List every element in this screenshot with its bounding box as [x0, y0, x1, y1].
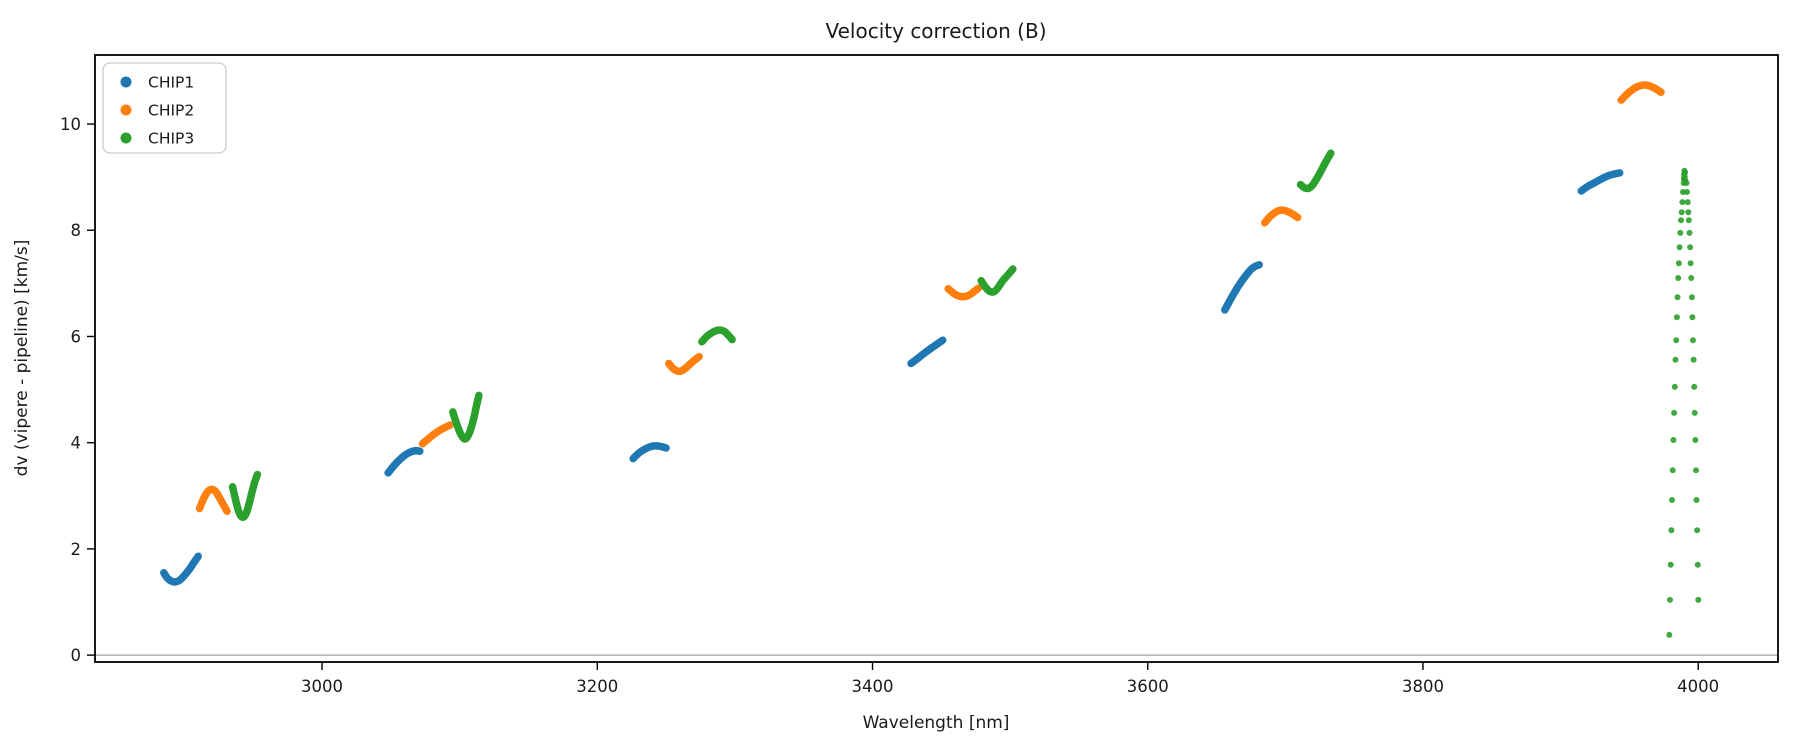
scatter-segment [195, 485, 231, 515]
y-tick-label: 4 [71, 434, 82, 453]
axes-layer: 3000 3200 3400 3600 3800 4000 0 2 4 6 8 10 [60, 54, 1779, 696]
scatter-segment [907, 336, 947, 368]
scatter-dot [1669, 497, 1675, 503]
scatter-segment [1221, 261, 1263, 314]
plot-box [94, 54, 1779, 663]
scatter-dot [1686, 229, 1693, 236]
scatter-dot [1694, 527, 1701, 534]
scatter-dot [1691, 383, 1698, 390]
y-tick-label: 10 [60, 115, 81, 134]
scatter-segment [160, 552, 202, 586]
scatter-dot [1667, 596, 1673, 603]
scatter-dot [1693, 497, 1700, 503]
scatter-dot [1679, 199, 1686, 206]
y-tick-label: 0 [71, 646, 82, 665]
scatter-dot [1688, 294, 1695, 301]
scatter-dot [1678, 217, 1684, 224]
x-tick-label: 3800 [1402, 677, 1444, 696]
scatter-dot [1667, 561, 1674, 568]
scatter-segment [665, 352, 703, 376]
legend-marker-chip3 [120, 132, 132, 144]
legend-box [102, 62, 227, 154]
scatter-dot [1671, 383, 1678, 390]
y-tick-label: 2 [71, 540, 82, 559]
scatter-segment [1577, 169, 1624, 195]
scatter-dot [1671, 409, 1678, 416]
scatter-segment [449, 391, 483, 443]
scatter-segment [1617, 81, 1665, 104]
legend-label: CHIP2 [148, 102, 194, 120]
scatter-dot [1695, 596, 1702, 603]
chart-title: Velocity correction (B) [826, 19, 1047, 43]
x-tick-label: 4000 [1677, 677, 1719, 696]
x-tick-label: 3400 [852, 677, 894, 696]
scatter-segment [1296, 149, 1335, 193]
scatter-dot [1690, 337, 1696, 344]
data-layer [95, 81, 1778, 656]
scatter-dot [1689, 314, 1696, 321]
scatter-segment [1260, 206, 1302, 227]
scatter-dot [1692, 437, 1699, 443]
scatter-segment [384, 446, 424, 477]
x-axis-label: Wavelength [nm] [863, 713, 1010, 733]
scatter-dot [1677, 229, 1684, 236]
scatter-dot [1687, 260, 1694, 267]
y-axis-label: dv (vipere - pipeline) [km/s] [12, 240, 32, 477]
scatter-dot [1673, 314, 1680, 321]
scatter-dot [1668, 527, 1675, 534]
legend-label: CHIP3 [148, 130, 194, 148]
legend-label: CHIP1 [148, 74, 194, 92]
x-tick-label: 3000 [301, 677, 343, 696]
scatter-dot [1693, 467, 1699, 474]
scatter-dot [1687, 244, 1694, 251]
scatter-dot [1691, 409, 1698, 416]
scatter-segment [698, 326, 736, 346]
scatter-dot [1670, 437, 1677, 443]
scatter-dot [1676, 244, 1683, 251]
scatter-dot [1684, 189, 1690, 195]
y-tick-label: 6 [71, 327, 82, 346]
scatter-segment [418, 421, 454, 448]
x-tick-label: 3200 [576, 677, 618, 696]
scatter-segment [944, 284, 983, 301]
legend: CHIP1 CHIP2 CHIP3 [102, 62, 227, 154]
series-CHIP2 [195, 81, 1665, 515]
series-CHIP3 [228, 149, 1702, 638]
scatter-dot [1690, 356, 1697, 363]
scatter-segment [629, 442, 670, 463]
x-tick-label: 3600 [1127, 677, 1169, 696]
scatter-dot [1683, 180, 1690, 186]
scatter-dot [1674, 294, 1681, 301]
legend-marker-chip2 [120, 104, 132, 116]
scatter-dot [1694, 561, 1701, 568]
scatter-dot [1678, 209, 1685, 216]
scatter-dot [1680, 175, 1687, 182]
series-CHIP1 [160, 169, 1624, 586]
y-tick-label: 8 [71, 221, 82, 240]
scatter-dot [1666, 631, 1673, 638]
scatter-dot [1675, 260, 1682, 267]
scatter-dot [1685, 209, 1692, 216]
scatter-dot [1684, 199, 1691, 206]
scatter-dot [1685, 217, 1692, 224]
scatter-dot [1673, 337, 1680, 344]
scatter-segment [977, 265, 1017, 296]
legend-marker-chip1 [120, 76, 132, 88]
scatter-dot [1669, 467, 1676, 474]
scatter-dot [1672, 356, 1679, 363]
scatter-dot [1675, 275, 1682, 281]
scatter-segment [228, 470, 262, 522]
scatter-dot [1688, 275, 1695, 281]
